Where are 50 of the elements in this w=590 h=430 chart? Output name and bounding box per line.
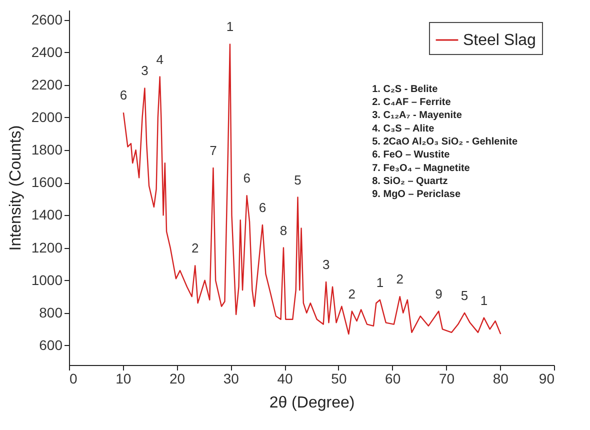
y-axis-title: Intensity (Counts)	[7, 125, 24, 251]
x-tick-label: 90	[538, 370, 555, 386]
annotation: 3	[141, 63, 148, 78]
annotation: 4. C₃S – Alite	[372, 123, 435, 134]
y-tick-label: 1200	[31, 239, 63, 256]
annotation: 6	[258, 200, 266, 215]
annotation: 6	[120, 88, 128, 103]
x-tick-label: 60	[385, 370, 401, 386]
annotation: 2. C₄AF – Ferrite	[372, 97, 452, 108]
annotation: 5	[294, 172, 302, 188]
annotation: 3. C₁₂A₇ - Mayenite	[372, 110, 462, 122]
annotation: 2	[396, 272, 404, 287]
annotation: 9. MgO – Periclase	[372, 189, 461, 200]
annotation: 6	[243, 170, 250, 186]
y-tick-label: 1800	[31, 142, 63, 158]
x-tick-label: 50	[331, 370, 347, 386]
annotation: 5. 2CaO Al₂O₃ SiO₂ - Gehlenite	[372, 136, 518, 148]
y-tick-label: 2200	[31, 76, 63, 92]
annotation: 1	[376, 274, 384, 290]
annotation: 2	[348, 286, 356, 302]
x-tick-label: 30	[223, 370, 240, 386]
annotation: 1	[480, 292, 488, 308]
x-tick-label: 80	[492, 370, 509, 386]
y-tick-label: 800	[39, 304, 63, 320]
annotation: 3	[322, 256, 330, 272]
y-tick-label: 1000	[31, 272, 63, 288]
y-tick-label: 1400	[31, 206, 63, 223]
annotation: 6. FeO – Wustite	[372, 150, 450, 161]
annotation: 8. SiO₂ – Quartz	[372, 176, 448, 187]
y-tick-label: 2400	[31, 44, 63, 60]
y-tick-label: 2600	[31, 11, 63, 28]
x-tick-label: 10	[116, 370, 132, 386]
annotation: 5	[460, 288, 468, 303]
legend-label: Steel Slag	[463, 32, 536, 49]
annotation: 8	[280, 222, 288, 238]
annotation: 4	[156, 52, 164, 67]
y-tick-label: 600	[39, 336, 63, 353]
annotation: 2	[191, 240, 199, 256]
annotation: 7. Fe₃O₄ – Magnetite	[372, 162, 470, 174]
x-tick-label: 70	[438, 370, 455, 386]
annotation: 1	[226, 19, 234, 34]
annotation: 9	[435, 286, 442, 302]
y-tick-label: 1600	[31, 174, 63, 190]
annotation: 1. C₂S - Belite	[372, 84, 438, 95]
x-tick-label: 0	[70, 370, 78, 386]
annotation: 7	[210, 142, 217, 158]
x-tick-label: 20	[169, 370, 186, 386]
x-axis-title: 2θ (Degree)	[269, 394, 355, 412]
y-tick-label: 2000	[31, 108, 63, 125]
x-tick-label: 40	[277, 370, 294, 386]
